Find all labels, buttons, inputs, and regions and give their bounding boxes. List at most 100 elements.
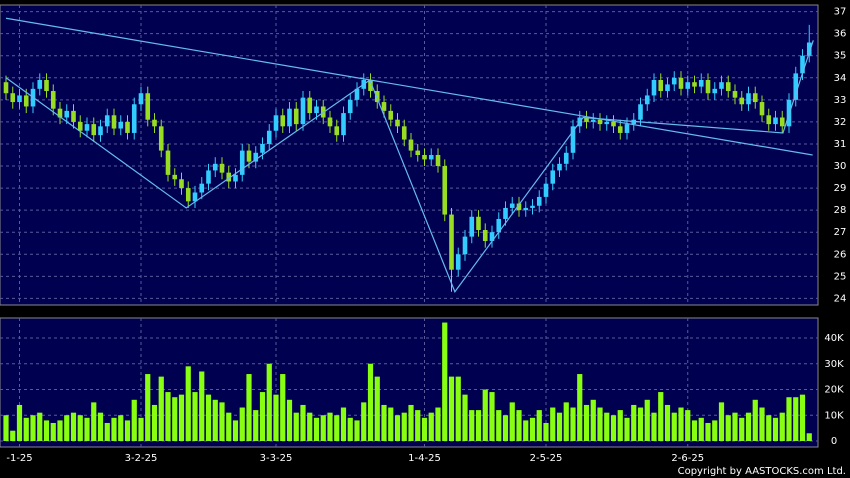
y-tick-label: 34 <box>834 73 847 84</box>
candle-body <box>705 80 711 94</box>
volume-bar <box>772 417 779 441</box>
volume-bar <box>469 410 475 441</box>
candle-body <box>806 42 812 56</box>
candle-body <box>732 91 738 98</box>
volume-bar <box>259 392 266 441</box>
candle-body <box>206 170 211 184</box>
candle-body <box>266 130 272 144</box>
volume-bar <box>718 402 725 441</box>
volume-bar <box>118 415 124 441</box>
candle-body <box>44 80 49 92</box>
volume-bar <box>482 389 488 441</box>
candle-body <box>253 152 259 162</box>
volume-bar <box>502 415 509 441</box>
candle-body <box>563 152 569 164</box>
volume-bar <box>678 407 684 441</box>
volume-bar <box>388 407 394 441</box>
volume-bar <box>50 422 56 441</box>
volume-bar <box>624 417 630 441</box>
volume-bar <box>37 412 43 441</box>
candle-body <box>17 95 22 103</box>
candle-body <box>152 119 157 127</box>
candle-body <box>104 115 110 127</box>
candle-body <box>422 155 427 160</box>
volume-bar <box>448 376 455 441</box>
candle-body <box>665 84 670 92</box>
candle-body <box>523 207 529 211</box>
volume-bar <box>30 415 36 441</box>
candle-body <box>10 93 16 103</box>
volume-bar <box>745 412 752 441</box>
candle-body <box>388 110 394 120</box>
volume-bar <box>185 366 191 441</box>
candle-body <box>590 119 596 122</box>
candle-body <box>172 174 178 180</box>
candle-body <box>658 80 664 92</box>
volume-bar <box>590 399 596 441</box>
volume-bar <box>651 412 657 441</box>
volume-bar <box>253 410 259 441</box>
y-tick-label: 33 <box>834 95 847 106</box>
y-tick-label: 27 <box>834 227 847 238</box>
volume-bar <box>192 392 198 441</box>
trendline <box>5 40 814 293</box>
volume-bar <box>172 397 178 441</box>
candle-body <box>644 95 650 105</box>
x-tick-label: 2-5-25 <box>530 453 563 464</box>
volume-bar <box>286 399 293 441</box>
candle-body <box>435 155 441 167</box>
candle-body <box>536 196 542 206</box>
x-tick-label: -1-25 <box>6 453 32 464</box>
volume-bar <box>550 407 556 441</box>
x-tick-label: 2-6-25 <box>671 453 704 464</box>
volume-bar <box>57 420 63 441</box>
y-tick-label: 30 <box>834 161 847 172</box>
candle-body <box>604 121 610 125</box>
volume-bar <box>145 374 151 441</box>
volume-bar <box>91 402 97 441</box>
volume-bar <box>347 417 353 441</box>
candle-body <box>179 179 184 189</box>
y-tick-label: 36 <box>834 29 847 40</box>
candle-body <box>570 126 576 153</box>
volume-bar <box>246 374 252 441</box>
volume-bar <box>97 412 104 441</box>
volume-bar <box>786 397 792 441</box>
candle-body <box>779 117 785 127</box>
x-tick-label: 3-3-25 <box>260 453 293 464</box>
volume-bar <box>799 394 806 441</box>
y-tick-label: 32 <box>834 117 847 128</box>
volume-bar <box>610 415 617 441</box>
volume-bar <box>361 402 367 441</box>
volume-bar <box>64 415 70 441</box>
candle-body <box>118 121 124 129</box>
y-tick-label: 26 <box>834 249 847 260</box>
volume-bar <box>374 376 380 441</box>
volume-bar <box>205 394 212 441</box>
candle-body <box>408 139 414 151</box>
candle-body <box>557 163 562 171</box>
volume-bar <box>421 417 428 441</box>
candle-body <box>185 188 191 202</box>
volume-bar <box>523 420 529 441</box>
candle-body <box>341 113 346 136</box>
volume-bar <box>664 404 671 441</box>
candle-body <box>516 203 522 211</box>
volume-bar <box>401 412 407 441</box>
candle-body <box>381 102 387 111</box>
candle-body <box>77 121 83 131</box>
volume-tick-label: 0 <box>831 436 837 447</box>
volume-bar <box>178 394 185 441</box>
candle-body <box>138 93 144 105</box>
volume-bar <box>759 407 765 441</box>
volume-bar <box>77 415 83 441</box>
volume-bar <box>766 415 772 441</box>
volume-bar <box>806 433 812 441</box>
volume-bar <box>671 412 677 441</box>
volume-bar <box>151 404 158 441</box>
candle-body <box>280 115 286 127</box>
candle-body <box>354 88 360 100</box>
candle-body <box>678 77 684 89</box>
